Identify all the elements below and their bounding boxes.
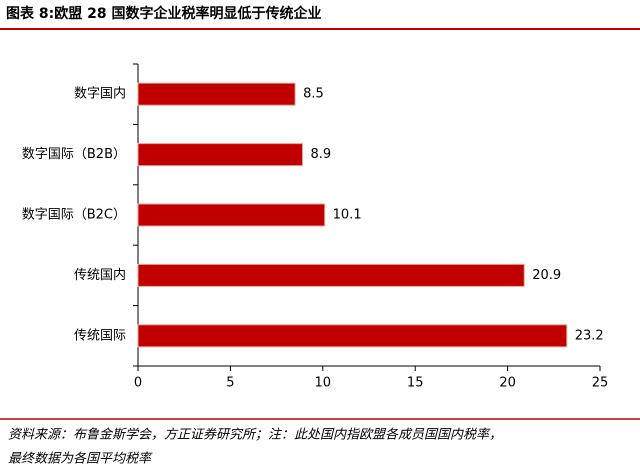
value-label: 23.2 (575, 328, 604, 343)
source-note: 资料来源：布鲁金斯学会，方正证券研究所；注：此处国内指欧盟各成员国国内税率， (8, 427, 502, 443)
value-label: 20.9 (532, 268, 561, 283)
y-tick-label: 数字国际（B2C） (22, 208, 126, 223)
x-tick-label: 15 (407, 376, 424, 391)
bar (137, 143, 303, 167)
bar (137, 263, 525, 287)
source-note: 最终数据为各国平均税率 (8, 451, 153, 467)
value-label: 8.9 (310, 147, 331, 162)
bar (137, 203, 326, 227)
value-label: 8.5 (303, 87, 324, 102)
y-tick-label: 传统国内 (74, 267, 126, 283)
bar (137, 82, 296, 106)
y-tick-label: 数字国际（B2B） (22, 147, 126, 162)
y-tick-label: 传统国际 (74, 328, 126, 343)
bar (137, 324, 568, 348)
value-label: 10.1 (333, 208, 362, 223)
x-tick-label: 5 (226, 376, 234, 391)
x-tick-label: 20 (499, 376, 516, 391)
chart-title: 图表 8:欧盟 28 国数字企业税率明显低于传统企业 (6, 5, 321, 22)
x-tick-label: 10 (315, 376, 332, 391)
y-tick-label: 数字国内 (74, 86, 126, 102)
x-tick-label: 0 (134, 376, 142, 391)
x-tick-label: 25 (592, 376, 609, 391)
